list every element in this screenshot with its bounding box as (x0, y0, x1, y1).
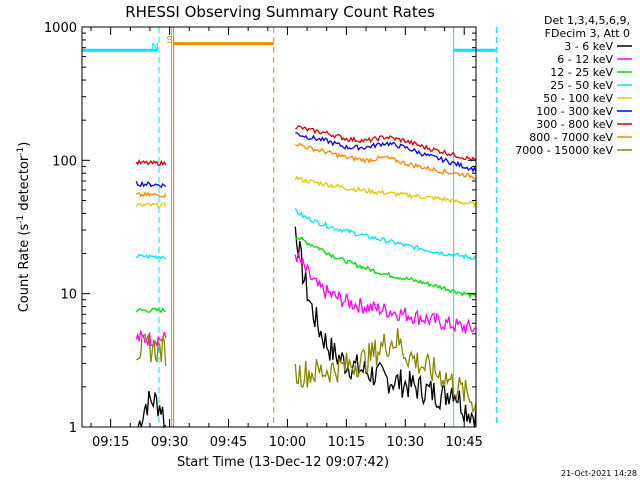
y-label-superscript: -1 (16, 147, 26, 156)
series-trace (294, 226, 477, 428)
y-tick-label: 1000 (44, 21, 77, 36)
series-trace (135, 180, 167, 189)
series-9 (135, 328, 477, 415)
series-trace (295, 125, 477, 162)
x-tick-label: 10:30 (387, 435, 424, 450)
legend-entry-label: 25 - 50 keV (550, 79, 613, 92)
series-trace (295, 132, 477, 173)
series-7 (135, 125, 477, 167)
y-label-text: ) (17, 142, 32, 147)
series-trace (294, 207, 477, 261)
plot-frame (81, 26, 477, 428)
x-tick-label: 09:15 (92, 435, 129, 450)
chart-title: RHESSI Observing Summary Count Rates (125, 3, 435, 21)
series-6 (135, 132, 477, 189)
series-trace (294, 236, 477, 299)
x-tick-label: 09:30 (151, 435, 188, 450)
series-8 (135, 142, 477, 198)
series-trace (294, 175, 477, 208)
series-trace (136, 253, 167, 260)
legend: Det 1,3,4,5,6,9,FDecim 3, Att 03 - 6 keV… (515, 14, 632, 157)
y-tick-label: 1 (69, 421, 77, 436)
x-tick-label: 09:45 (210, 435, 247, 450)
axes: 1 10 100 1000 09:15 09:30 09:45 10:00 10:15 10:30… (44, 21, 483, 450)
series-trace (135, 329, 167, 347)
series-trace (294, 328, 477, 415)
legend-entry-label: 6 - 12 keV (557, 53, 613, 66)
legend-entry-label: 50 - 100 keV (543, 92, 613, 105)
y-label-text: detector (17, 155, 32, 215)
x-tick-label: 10:45 (445, 435, 482, 450)
series-trace (135, 306, 166, 314)
y-tick-label: 10 (60, 288, 77, 303)
marker-label-n: N (151, 42, 158, 53)
y-axis-label: Count Rate (s-1 detector-1) (16, 142, 32, 313)
legend-entry-label: 300 - 800 keV (536, 118, 613, 131)
y-label-text: Count Rate (s (17, 224, 32, 313)
legend-entry-label: 7000 - 15000 keV (515, 144, 613, 157)
series-4 (136, 207, 477, 261)
series-trace (135, 191, 167, 198)
series-3 (135, 236, 477, 314)
x-tick-label: 10:15 (328, 435, 365, 450)
legend-entry-label: 3 - 6 keV (564, 40, 613, 53)
series-trace (135, 159, 167, 167)
legend-entry-label: 100 - 300 keV (536, 105, 613, 118)
x-tick-label: 10:00 (269, 435, 306, 450)
marker-label-s: S (166, 35, 172, 46)
legend-entry-label: 12 - 25 keV (550, 66, 613, 79)
series-trace (135, 333, 167, 366)
series-trace (137, 390, 167, 429)
legend-header: Det 1,3,4,5,6,9, (544, 14, 630, 27)
y-tick-label: 100 (52, 154, 77, 169)
series-trace (295, 142, 477, 180)
plot-area: NS (82, 27, 497, 429)
series-1 (137, 226, 477, 429)
series-trace (135, 201, 167, 209)
series-5 (135, 175, 477, 209)
legend-entry-label: 800 - 7000 keV (529, 131, 613, 144)
x-axis-label: Start Time (13-Dec-12 09:07:42) (177, 455, 389, 470)
series-2 (135, 251, 477, 347)
y-label-superscript: -1 (16, 215, 26, 224)
date-stamp: 21-Oct-2021 14:28 (561, 469, 637, 478)
series-trace (294, 251, 477, 334)
legend-header: FDecim 3, Att 0 (545, 27, 630, 40)
